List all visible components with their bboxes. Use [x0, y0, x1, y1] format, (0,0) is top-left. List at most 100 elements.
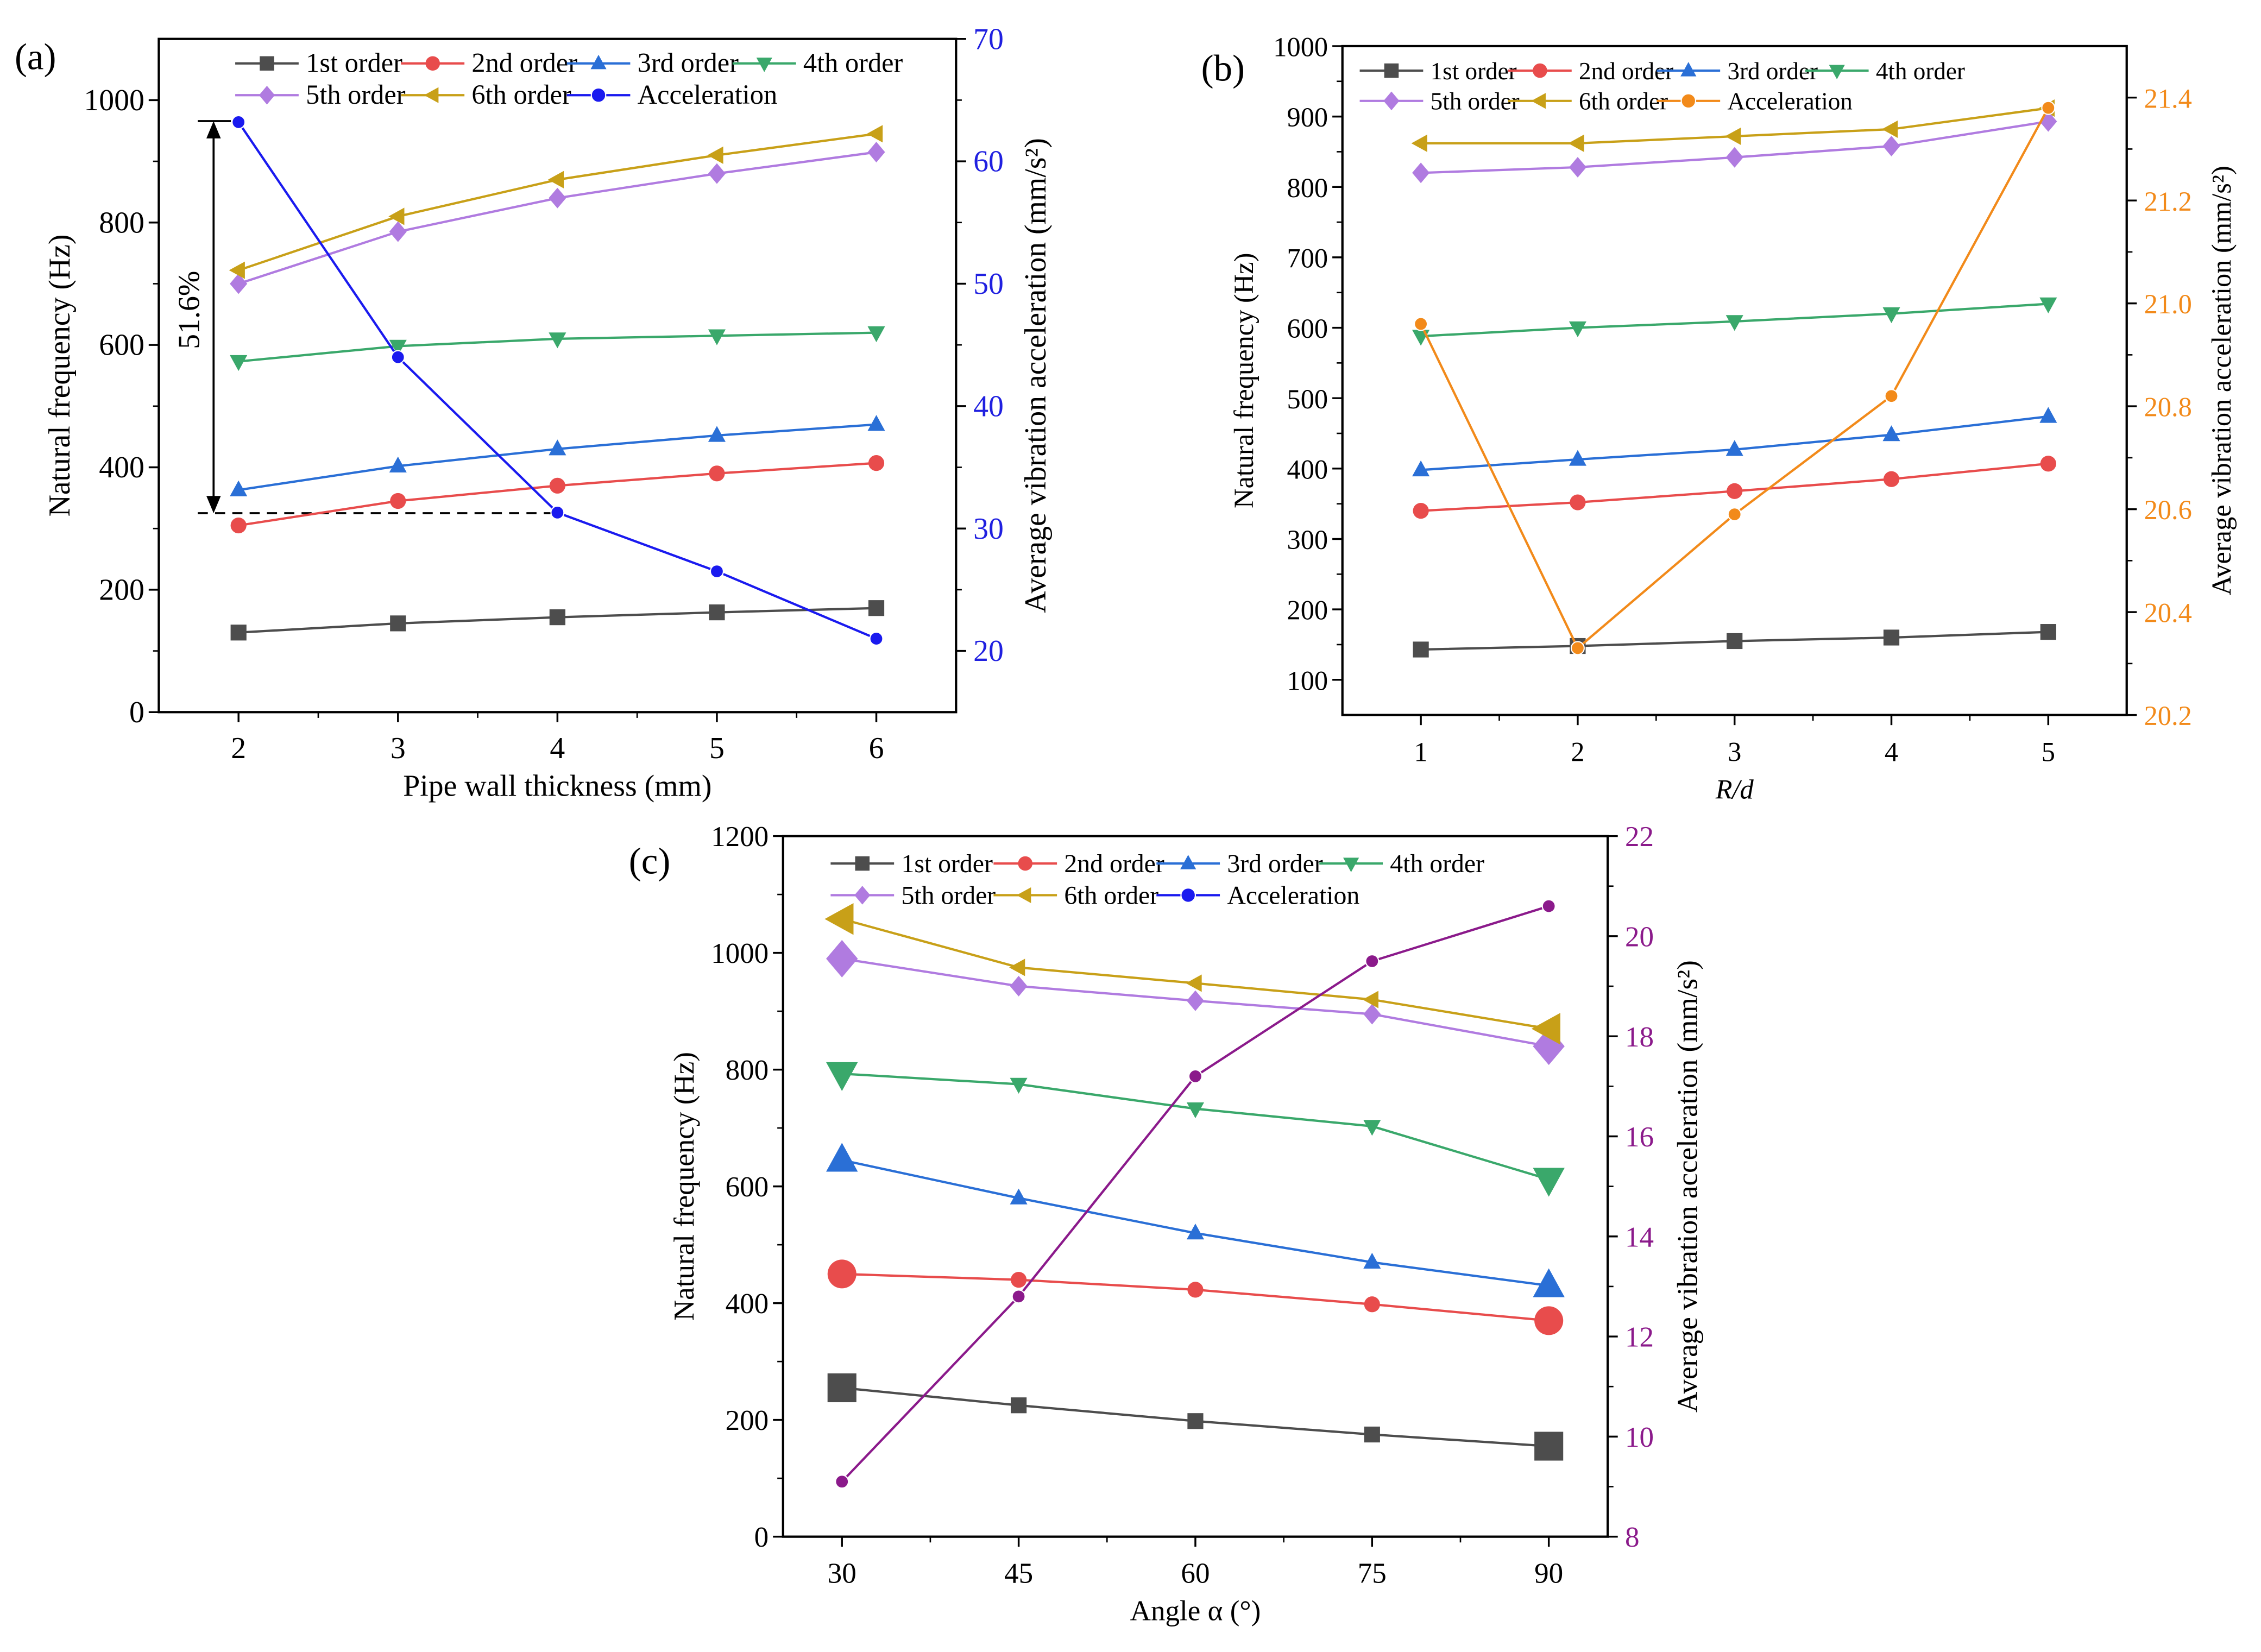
y-tick-label: 200: [99, 573, 144, 607]
legend-label: 6th order: [1064, 881, 1158, 910]
y2-tick-label: 18: [1625, 1022, 1654, 1053]
series-4th-order: [230, 326, 885, 371]
legend-marker-icon: [756, 58, 772, 72]
series-5th-order: [826, 940, 1565, 1065]
y2-tick-label: 20: [973, 634, 1004, 668]
reduction-percent-label: 51.6%: [173, 271, 206, 349]
x-tick-label: 2: [1571, 737, 1584, 767]
data-point: [1882, 425, 1900, 442]
y2-tick-label: 21.4: [2144, 83, 2192, 114]
legend-label: 4th order: [1390, 849, 1484, 878]
y2-tick-label: 70: [973, 22, 1004, 56]
legend-item: Acceleration: [1657, 88, 1853, 115]
plot-frame: [1341, 45, 2128, 716]
data-point: [1413, 641, 1429, 658]
x-tick-label: 1: [1414, 737, 1427, 767]
x-tick-label: 4: [550, 732, 565, 765]
data-point: [1570, 641, 1585, 655]
legend-label: 2nd order: [471, 48, 577, 78]
series-line: [842, 1073, 1550, 1181]
data-point: [549, 439, 566, 456]
x-tick-label: 5: [709, 732, 725, 765]
y-tick-label: 500: [1287, 384, 1328, 414]
data-point: [230, 625, 247, 641]
legend-item: 6th order: [1508, 88, 1668, 115]
data-point: [1010, 1188, 1028, 1205]
y2-tick-label: 20.8: [2144, 392, 2192, 423]
data-point: [1883, 471, 1900, 487]
series-acceleration: [835, 899, 1556, 1489]
legend-item: 6th order: [993, 881, 1158, 910]
x-axis-title: Angle α (°): [1130, 1596, 1261, 1627]
data-point: [2041, 100, 2056, 115]
legend-marker-icon: [259, 85, 275, 105]
data-point: [549, 477, 565, 494]
series-4th-order: [1412, 297, 2057, 346]
y-tick-label: 700: [1287, 243, 1328, 273]
y-axis-title: Natural frequency (Hz): [669, 1052, 700, 1321]
y-tick-label: 300: [1287, 525, 1328, 555]
legend-marker-icon: [1180, 855, 1196, 869]
data-point: [1884, 389, 1899, 403]
y2-tick-label: 22: [1625, 821, 1654, 853]
y-tick-label: 400: [99, 451, 144, 484]
x-tick-label: 75: [1358, 1558, 1387, 1590]
data-point: [1011, 1289, 1026, 1304]
legend-item: 5th order: [235, 79, 406, 110]
data-point: [1727, 507, 1742, 522]
series-3rd-order: [826, 1143, 1565, 1297]
data-point: [1363, 1120, 1381, 1136]
y-tick-label: 800: [1287, 173, 1328, 203]
data-point: [547, 171, 564, 188]
data-point: [389, 221, 407, 242]
legend-marker-icon: [425, 56, 440, 71]
y-tick-label: 400: [1287, 454, 1328, 484]
series-2nd-order: [827, 1259, 1564, 1335]
y2-tick-label: 40: [973, 389, 1004, 423]
data-point: [1534, 1306, 1564, 1335]
legend-label: 4th order: [803, 48, 903, 78]
data-point: [2039, 407, 2057, 423]
series-3rd-order: [230, 415, 885, 496]
chart-panel-b: (b) 1 2 3 4 5 100 200 300 400 500 600 700 800 900 1000 2…: [1201, 32, 2237, 805]
legend-item: 4th order: [1805, 58, 1965, 85]
legend-marker-icon: [855, 856, 870, 871]
x-tick-label: 2: [231, 732, 246, 765]
panel-label: (c): [629, 841, 671, 882]
y2-tick-label: 8: [1625, 1522, 1640, 1553]
series-6th-order: [824, 903, 1560, 1045]
x-tick-label: 90: [1534, 1558, 1563, 1590]
legend-label: 3rd order: [1727, 58, 1818, 85]
data-point: [2040, 624, 2056, 640]
data-point: [1187, 1282, 1204, 1298]
y2-axis-title: Average vibration acceleration (mm/s²): [1672, 960, 1704, 1413]
data-point: [708, 329, 726, 345]
y-tick-label: 600: [726, 1171, 769, 1203]
x-axis-title: Pipe wall thickness (mm): [403, 769, 711, 803]
chart-panel-c: (c) 30 45 60 75 90 0 200 400 600 800 1000 1200 8 10 12 1…: [629, 821, 1704, 1626]
legend-item: 3rd order: [1657, 58, 1818, 85]
data-point: [1413, 503, 1429, 519]
series-5th-order: [1412, 111, 2057, 184]
data-point: [389, 339, 407, 356]
data-point: [1569, 321, 1586, 338]
y-tick-label: 1200: [711, 821, 769, 853]
series-5th-order: [230, 142, 885, 294]
data-point: [867, 326, 885, 343]
y2-tick-label: 10: [1625, 1422, 1654, 1453]
data-point: [867, 415, 885, 431]
legend-label: 5th order: [306, 79, 406, 110]
data-point: [1187, 1413, 1204, 1429]
data-point: [835, 1474, 849, 1489]
data-point: [1882, 307, 1900, 324]
series-line: [1420, 107, 2050, 650]
y2-tick-label: 16: [1625, 1121, 1654, 1153]
legend-marker-icon: [1829, 65, 1845, 79]
series-1st-order: [1413, 624, 2056, 658]
data-point: [1188, 1069, 1202, 1083]
legend-label: Acceleration: [1227, 881, 1359, 910]
data-point: [1533, 1268, 1565, 1297]
y-tick-label: 200: [726, 1405, 769, 1436]
data-point: [550, 505, 565, 520]
